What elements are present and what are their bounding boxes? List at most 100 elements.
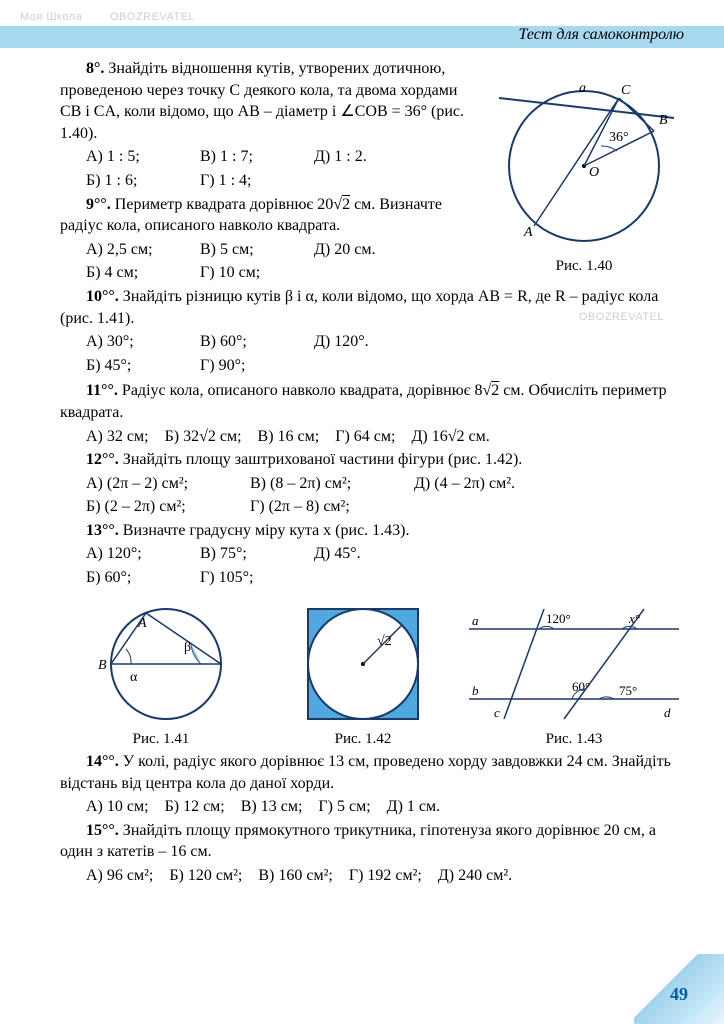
q11-B: В) 16 см; (258, 426, 320, 448)
svg-text:a: a (579, 81, 586, 96)
q12-num: 12°°. (86, 451, 119, 468)
figure-1-42: √2 Рис. 1.42 (262, 599, 464, 749)
q9-sqrt: 2 (342, 196, 350, 213)
q13-text: Визначте градусну міру кута x (рис. 1.43… (123, 522, 410, 539)
q15: 15°°. Знайдіть площу прямокутного трикут… (60, 820, 684, 863)
page-header-title: Тест для самоконтролю (519, 24, 685, 46)
figure-caption: Рис. 1.40 (484, 256, 684, 276)
q15-num: 15°°. (86, 822, 119, 839)
svg-text:C: C (621, 83, 631, 98)
svg-text:60°: 60° (572, 679, 590, 694)
q11-D: Д) 16√2 см. (411, 426, 489, 448)
figure-1-41: A B α β Рис. 1.41 (60, 599, 262, 749)
q12-D: Д) (4 – 2π) см². (414, 473, 524, 495)
q9-D: Д) 20 см. (314, 239, 424, 261)
svg-text:75°: 75° (619, 683, 637, 698)
q14-D: Д) 1 см. (387, 796, 440, 818)
q12-Bb: Б) (2 – 2π) см²; (86, 496, 246, 518)
q11-A: А) 32 см; (86, 426, 149, 448)
svg-text:a: a (472, 613, 479, 628)
q9-num: 9°°. (86, 196, 111, 213)
q10-A: А) 30°; (86, 331, 196, 353)
fig141-caption: Рис. 1.41 (60, 729, 262, 749)
q13-row2: Б) 60°; Г) 105°; (86, 567, 684, 589)
q15-D: Д) 240 см². (438, 865, 512, 887)
q11-G: Г) 64 см; (335, 426, 395, 448)
fig143-caption: Рис. 1.43 (464, 729, 684, 749)
q14-B: В) 13 см; (241, 796, 303, 818)
q9-A: А) 2,5 см; (86, 239, 196, 261)
page-content: 36° O C B A a Рис. 1.40 8°. Знайдіть від… (60, 56, 684, 888)
q10-row1: А) 30°; В) 60°; Д) 120°. (86, 331, 684, 353)
q11-Bb: Б) 32√2 см; (165, 426, 242, 448)
q9-B: В) 5 см; (200, 239, 310, 261)
q14-Bb: Б) 12 см; (165, 796, 225, 818)
q10-row2: Б) 45°; Г) 90°; (86, 355, 684, 377)
q10-text: Знайдіть різницю кутів β і α, коли відом… (60, 288, 658, 327)
q10-G: Г) 90°; (200, 355, 310, 377)
svg-text:α: α (130, 670, 138, 685)
q12-row2: Б) (2 – 2π) см²; Г) (2π – 8) см²; (86, 496, 684, 518)
page-number: 49 (670, 982, 688, 1006)
q15-A: А) 96 см²; (86, 865, 153, 887)
svg-text:b: b (472, 683, 479, 698)
q12-A: А) (2π – 2) см²; (86, 473, 246, 495)
q8-B: В) 1 : 7; (200, 146, 310, 168)
svg-text:A: A (137, 616, 147, 631)
svg-text:c: c (494, 705, 500, 720)
watermark-site: Моя Школа (20, 10, 82, 25)
q13-B: В) 75°; (200, 543, 310, 565)
q9-Bb: Б) 4 см; (86, 262, 196, 284)
q10: 10°°. Знайдіть різницю кутів β і α, коли… (60, 286, 684, 329)
svg-text:√2: √2 (377, 634, 392, 649)
q8-G: Г) 1 : 4; (200, 170, 310, 192)
q9-text-a: Периметр квадрата дорівнює 20 (115, 196, 334, 213)
q11: 11°°. Радіус кола, описаного навколо ква… (60, 380, 684, 423)
svg-text:A: A (523, 225, 533, 240)
q15-Bb: Б) 120 см²; (169, 865, 242, 887)
q12-B: В) (8 – 2π) см²; (250, 473, 410, 495)
q8-num: 8°. (86, 60, 104, 77)
q15-B: В) 160 см²; (258, 865, 332, 887)
q10-num: 10°°. (86, 288, 119, 305)
q15-G: Г) 192 см²; (349, 865, 422, 887)
q8-Bb: Б) 1 : 6; (86, 170, 196, 192)
q8-D: Д) 1 : 2. (314, 146, 424, 168)
q12: 12°°. Знайдіть площу заштрихованої части… (60, 449, 684, 471)
q10-D: Д) 120°. (314, 331, 424, 353)
q15-text: Знайдіть площу прямокутного трикутника, … (60, 822, 656, 861)
q13-A: А) 120°; (86, 543, 196, 565)
q13-Bb: Б) 60°; (86, 567, 196, 589)
q15-row: А) 96 см²; Б) 120 см²; В) 160 см²; Г) 19… (86, 865, 684, 887)
watermark-brand: OBOZREVATEL (110, 10, 195, 25)
svg-text:B: B (98, 658, 107, 673)
svg-text:d: d (664, 705, 671, 720)
q13-G: Г) 105°; (200, 567, 310, 589)
svg-text:β: β (184, 640, 191, 655)
svg-text:120°: 120° (546, 611, 571, 626)
q13-D: Д) 45°. (314, 543, 424, 565)
q14: 14°°. У колі, радіус якого дорівнює 13 с… (60, 751, 684, 794)
svg-text:O: O (589, 165, 599, 180)
q10-Bb: Б) 45°; (86, 355, 196, 377)
q11-num: 11°°. (86, 382, 118, 399)
q14-num: 14°°. (86, 753, 119, 770)
svg-text:B: B (659, 113, 668, 128)
svg-text:x°: x° (628, 611, 640, 626)
q13-num: 13°°. (86, 522, 119, 539)
q14-G: Г) 5 см; (318, 796, 370, 818)
q9-G: Г) 10 см; (200, 262, 310, 284)
q12-G: Г) (2π – 8) см²; (250, 496, 360, 518)
q8-text: Знайдіть відношення кутів, утворених дот… (60, 60, 464, 142)
q11-text-a: Радіус кола, описаного навколо квадрата,… (122, 382, 483, 399)
q8-A: А) 1 : 5; (86, 146, 196, 168)
figure-1-43: a b c d 120° x° 60° 75° Рис. 1.43 (464, 599, 684, 749)
q12-row1: А) (2π – 2) см²; В) (8 – 2π) см²; Д) (4 … (86, 473, 684, 495)
q11-row: А) 32 см; Б) 32√2 см; В) 16 см; Г) 64 см… (86, 426, 684, 448)
fig142-caption: Рис. 1.42 (262, 729, 464, 749)
q14-row: А) 10 см; Б) 12 см; В) 13 см; Г) 5 см; Д… (86, 796, 684, 818)
q13-row1: А) 120°; В) 75°; Д) 45°. (86, 543, 684, 565)
q10-B: В) 60°; (200, 331, 310, 353)
figure-1-40: 36° O C B A a Рис. 1.40 (484, 56, 684, 276)
figure-row: A B α β Рис. 1.41 √2 Рис. 1.42 (60, 599, 684, 749)
